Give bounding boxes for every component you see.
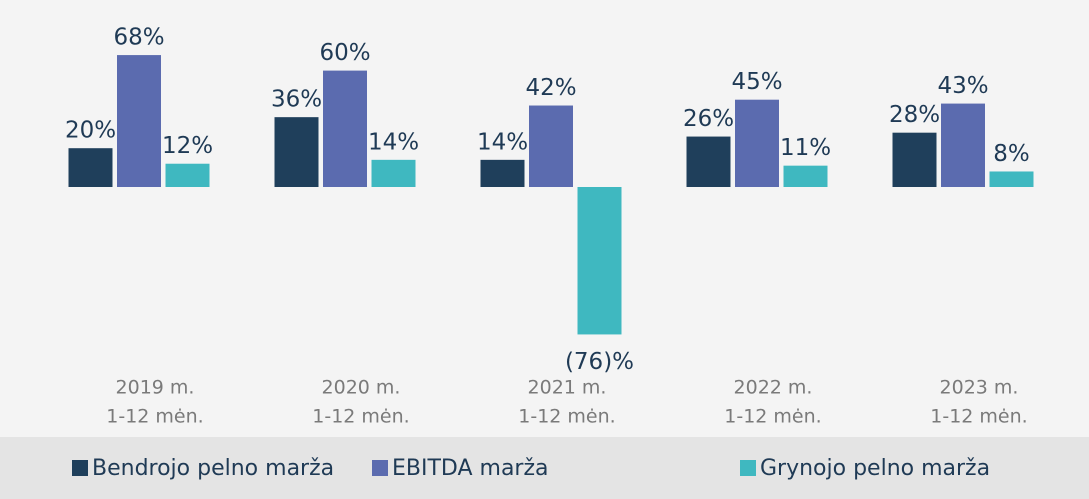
x-tick-label: 2019 m. [116,377,195,399]
legend-swatch [740,460,756,476]
data-label: (76)% [565,349,634,375]
data-label: 8% [993,141,1030,167]
data-label: 26% [683,106,734,132]
data-label: 42% [525,75,576,101]
bar [783,165,828,187]
bar [371,159,416,187]
x-tick-label: 2020 m. [322,377,401,399]
legend-swatch [372,460,388,476]
bar [165,163,210,187]
data-label: 12% [162,133,213,159]
data-label: 11% [780,135,831,161]
legend-label: EBITDA marža [392,456,549,481]
bar [323,70,367,187]
data-label: 36% [271,87,322,113]
x-tick-label: 1-12 mėn. [312,406,409,428]
data-label: 43% [937,73,988,99]
x-tick-label: 1-12 mėn. [518,406,615,428]
bar [529,105,573,187]
legend-label: Grynojo pelno marža [760,456,990,481]
x-tick-label: 2021 m. [528,377,607,399]
plot-background [0,0,1089,437]
bar [480,159,525,187]
bar [68,148,113,187]
x-tick-label: 1-12 mėn. [724,406,821,428]
bar [577,187,622,335]
bar [941,103,985,187]
legend-label: Bendrojo pelno marža [92,456,334,481]
bar [686,136,731,187]
bar [892,132,937,187]
data-label: 68% [113,25,164,51]
data-label: 14% [477,129,528,155]
bar [735,99,779,187]
x-tick-label: 1-12 mėn. [930,406,1027,428]
data-label: 45% [731,69,782,95]
data-label: 20% [65,118,116,144]
legend-background [0,437,1089,499]
x-tick-label: 1-12 mėn. [106,406,203,428]
legend-swatch [72,460,88,476]
x-tick-label: 2022 m. [734,377,813,399]
bar [274,117,319,187]
bar [117,55,161,187]
data-label: 28% [889,102,940,128]
bar [989,171,1034,187]
data-label: 14% [368,129,419,155]
data-label: 60% [319,40,370,66]
x-tick-label: 2023 m. [940,377,1019,399]
